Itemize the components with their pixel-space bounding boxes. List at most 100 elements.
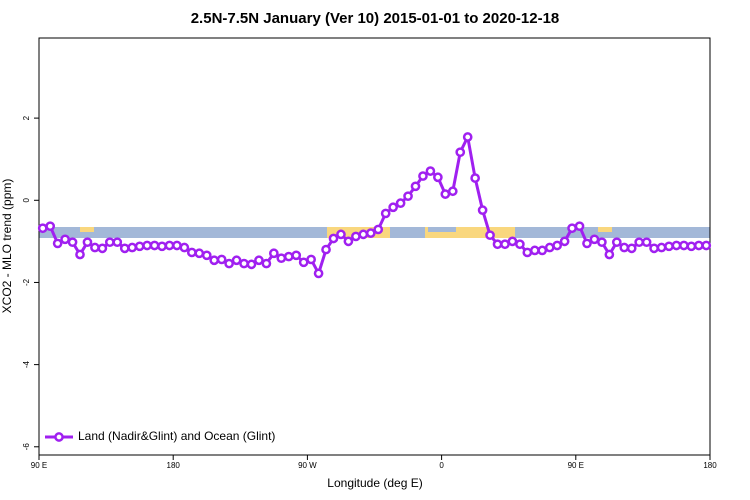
data-point — [194, 248, 205, 259]
data-point — [261, 258, 272, 269]
data-point — [686, 241, 697, 252]
data-point — [522, 247, 533, 258]
y-tick-label: 2 — [22, 115, 31, 120]
y-tick-label: -6 — [22, 443, 31, 451]
x-tick-label: 90 E — [31, 461, 47, 470]
data-point — [373, 224, 384, 235]
data-point — [209, 255, 220, 266]
data-point — [239, 258, 249, 269]
data-point — [664, 241, 674, 252]
data-point — [403, 191, 413, 202]
data-point — [611, 237, 622, 248]
data-point — [529, 245, 540, 256]
data-point — [507, 236, 518, 247]
x-tick-label: 90 E — [568, 461, 584, 470]
data-point — [224, 258, 234, 269]
band-dip — [428, 227, 456, 232]
data-point — [589, 234, 600, 245]
data-point — [641, 237, 652, 248]
x-tick-label: 180 — [167, 461, 181, 470]
data-point — [37, 223, 48, 234]
data-point — [604, 249, 615, 260]
data-point — [127, 242, 138, 253]
data-point — [321, 244, 331, 255]
data-point — [470, 173, 480, 183]
data-point — [485, 230, 495, 241]
data-point — [492, 239, 503, 250]
data-point — [283, 251, 294, 262]
data-point — [440, 189, 451, 199]
data-point — [231, 255, 242, 266]
y-tick-label: 0 — [22, 198, 31, 203]
data-point — [328, 233, 339, 244]
y-tick-label: -2 — [22, 278, 31, 286]
data-point — [515, 239, 525, 250]
data-point — [112, 237, 123, 248]
data-point — [97, 243, 108, 254]
data-point — [90, 242, 100, 253]
data-point — [380, 208, 391, 219]
data-point — [649, 243, 659, 254]
data-point — [433, 172, 443, 183]
data-point — [567, 223, 577, 234]
y-tick-label: -4 — [22, 361, 31, 369]
band-highlight — [80, 227, 94, 232]
data-point — [410, 181, 421, 192]
chart-title: 2.5N-7.5N January (Ver 10) 2015-01-01 to… — [191, 10, 560, 27]
data-point — [574, 221, 585, 232]
data-point — [306, 254, 316, 265]
data-point — [447, 186, 458, 197]
data-point — [157, 241, 167, 252]
legend-label: Land (Nadir&Glint) and Ocean (Glint) — [78, 429, 275, 443]
data-point — [395, 198, 406, 209]
x-tick-label: 180 — [703, 461, 717, 470]
data-point — [142, 240, 152, 251]
data-point — [164, 240, 175, 251]
data-point — [298, 257, 309, 268]
data-point — [671, 240, 682, 251]
data-point — [134, 241, 145, 252]
data-point — [254, 255, 264, 266]
legend-marker — [54, 432, 64, 442]
data-point — [216, 254, 227, 265]
data-point — [656, 242, 667, 253]
x-tick-label: 90 W — [298, 461, 317, 470]
data-point — [582, 238, 592, 249]
data-point — [291, 250, 302, 261]
band-highlight — [598, 227, 612, 232]
data-point — [365, 228, 376, 238]
data-point — [462, 132, 473, 142]
data-point — [276, 253, 287, 264]
data-point — [52, 238, 63, 249]
data-point — [679, 240, 689, 251]
data-point — [693, 240, 704, 251]
data-point — [619, 242, 630, 253]
data-point — [626, 243, 637, 254]
data-point — [701, 240, 712, 251]
band-highlight — [425, 227, 515, 238]
data-point — [336, 229, 346, 240]
data-point — [82, 237, 93, 248]
data-point — [45, 221, 56, 232]
data-point — [246, 259, 257, 270]
data-point — [186, 247, 197, 258]
data-point — [425, 166, 436, 176]
data-point — [455, 147, 466, 158]
data-point — [343, 236, 354, 247]
data-point — [634, 237, 645, 248]
data-point — [351, 231, 361, 242]
data-point — [477, 205, 488, 215]
data-point — [559, 236, 570, 247]
data-point — [179, 242, 190, 253]
data-point — [544, 242, 555, 253]
data-point — [104, 237, 115, 248]
data-point — [597, 237, 607, 248]
data-point — [388, 202, 398, 213]
data-point — [418, 171, 428, 181]
data-point — [149, 240, 160, 251]
data-point — [119, 243, 130, 254]
x-tick-label: 0 — [439, 461, 444, 470]
data-point — [201, 250, 212, 261]
data-point — [75, 249, 85, 260]
